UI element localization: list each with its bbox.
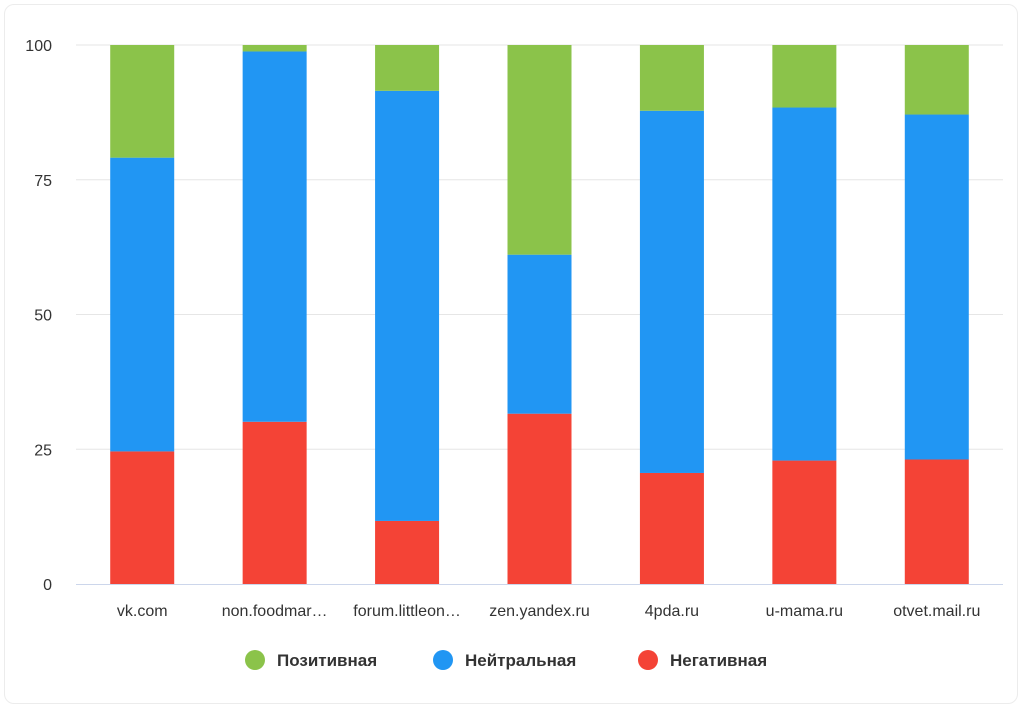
legend-marker-icon — [433, 650, 453, 670]
legend-label: Нейтральная — [465, 651, 576, 670]
legend-item[interactable]: Позитивная — [245, 650, 377, 670]
x-tick-label: non.foodmar… — [222, 603, 328, 620]
bar-segment[interactable] — [375, 520, 440, 584]
bar-segment[interactable] — [772, 107, 837, 461]
bar-segment[interactable] — [110, 451, 175, 584]
x-axis-ticks: vk.com non.foodmar… forum.littleon… zen.yan… — [117, 603, 980, 620]
bar-segment[interactable] — [242, 51, 307, 422]
bar-segment[interactable] — [242, 421, 307, 584]
legend-marker-icon — [638, 650, 658, 670]
bar-segment[interactable] — [639, 45, 704, 111]
x-tick-label: otvet.mail.ru — [893, 603, 980, 620]
bar-segment[interactable] — [904, 114, 969, 460]
bar-segment[interactable] — [772, 45, 837, 108]
bar-segment[interactable] — [639, 110, 704, 473]
legend-label: Позитивная — [277, 651, 377, 670]
legend-marker-icon — [245, 650, 265, 670]
y-tick-label: 75 — [34, 173, 52, 190]
x-tick-label: forum.littleon… — [353, 603, 461, 620]
y-tick-label: 50 — [34, 308, 52, 325]
x-tick-label: vk.com — [117, 603, 168, 620]
y-tick-label: 0 — [43, 577, 52, 594]
bar-segment[interactable] — [375, 45, 440, 91]
bar-segment[interactable] — [507, 254, 572, 414]
x-tick-label: zen.yandex.ru — [489, 603, 590, 620]
bar-segment[interactable] — [110, 157, 175, 452]
bars — [110, 45, 969, 584]
y-tick-label: 25 — [34, 442, 52, 459]
bar-segment[interactable] — [507, 45, 572, 255]
bar-segment[interactable] — [904, 45, 969, 115]
bar-segment[interactable] — [772, 460, 837, 584]
bar-segment[interactable] — [375, 90, 440, 521]
y-axis-ticks: 0 25 50 75 100 — [25, 38, 52, 594]
bar-segment[interactable] — [507, 413, 572, 584]
x-tick-label: u-mama.ru — [766, 603, 843, 620]
bar-segment[interactable] — [639, 472, 704, 584]
bar-segment[interactable] — [242, 45, 307, 52]
legend-item[interactable]: Негативная — [638, 650, 767, 670]
bar-segment[interactable] — [110, 45, 175, 158]
legend[interactable]: Позитивная Нейтральная Негативная — [245, 650, 767, 670]
legend-item[interactable]: Нейтральная — [433, 650, 576, 670]
y-tick-label: 100 — [25, 38, 52, 55]
bar-segment[interactable] — [904, 459, 969, 584]
legend-label: Негативная — [670, 651, 767, 670]
x-tick-label: 4pda.ru — [645, 603, 699, 620]
